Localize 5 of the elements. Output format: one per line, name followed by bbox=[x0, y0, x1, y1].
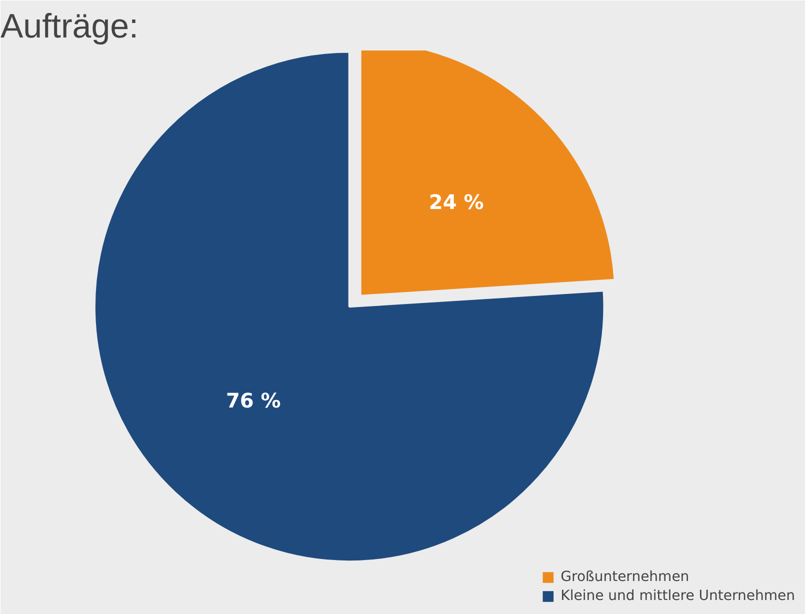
data-label: 76 % bbox=[226, 388, 281, 412]
legend-label: Großunternehmen bbox=[560, 569, 690, 585]
data-label: 24 % bbox=[428, 190, 484, 214]
chart-title: Aufträge: bbox=[0, 8, 138, 46]
legend-label: Kleine und mittlere Unternehmen bbox=[560, 588, 795, 604]
